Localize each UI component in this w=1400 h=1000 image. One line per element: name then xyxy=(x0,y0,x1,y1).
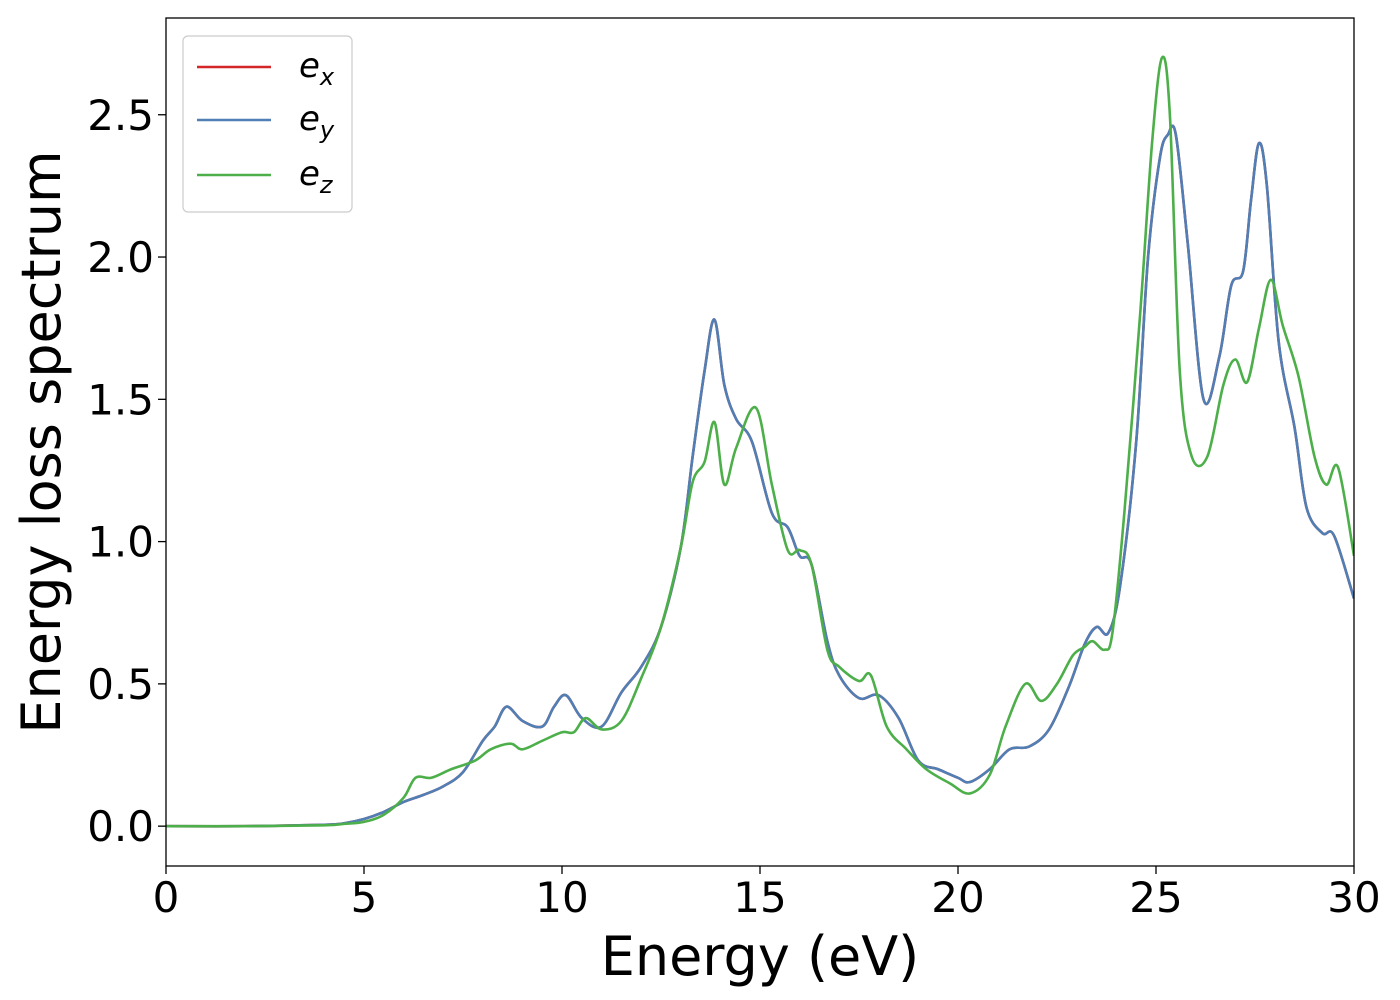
x-tick-label: 15 xyxy=(733,873,786,922)
x-tick-label: 5 xyxy=(351,873,378,922)
y-tick-label: 2.5 xyxy=(87,91,154,140)
x-axis: 0 5 10 15 20 25 30 xyxy=(153,866,1381,922)
x-tick-label: 20 xyxy=(931,873,984,922)
y-tick-label: 1.0 xyxy=(87,518,154,567)
y-axis: 0.0 0.5 1.0 1.5 2.0 2.5 xyxy=(87,91,166,851)
y-axis-title: Energy loss spectrum xyxy=(10,150,73,733)
legend-label-ey: ey xyxy=(299,99,335,144)
y-tick-label: 1.5 xyxy=(87,375,154,424)
x-tick-label: 10 xyxy=(535,873,588,922)
legend-label-ez: ez xyxy=(299,154,334,199)
legend: ex ey ez xyxy=(182,35,353,213)
x-axis-title: Energy (eV) xyxy=(601,925,920,988)
series-layer xyxy=(166,55,1354,828)
y-tick-label: 2.0 xyxy=(87,233,154,282)
x-tick-label: 0 xyxy=(153,873,180,922)
x-tick-label: 30 xyxy=(1327,873,1380,922)
legend-label-ex: ex xyxy=(299,46,335,91)
series-line-ey xyxy=(166,124,1354,828)
legend-box xyxy=(182,35,353,213)
y-tick-label: 0.0 xyxy=(87,802,154,851)
x-tick-label: 25 xyxy=(1129,873,1182,922)
series-line-ez xyxy=(166,55,1354,828)
y-tick-label: 0.5 xyxy=(87,660,154,709)
